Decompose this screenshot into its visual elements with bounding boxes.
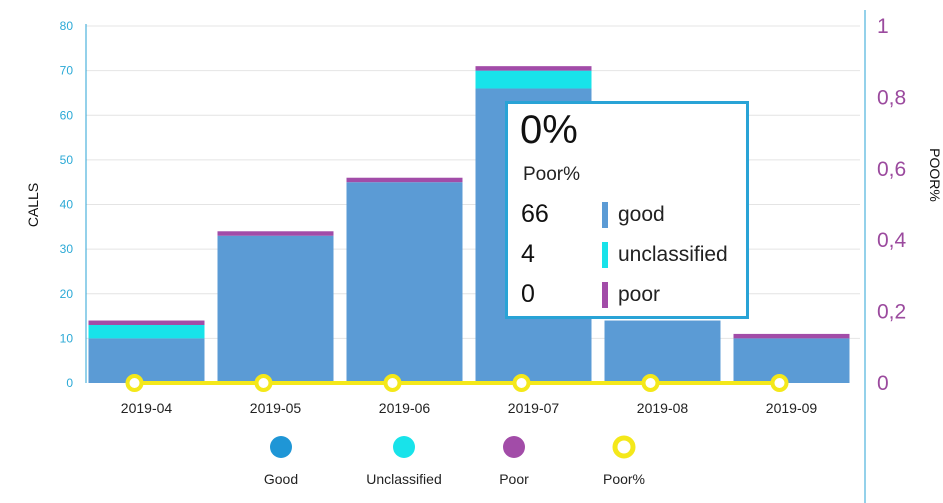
tooltip-row-num: 0 bbox=[521, 280, 535, 308]
x-tick-label: 2019-05 bbox=[250, 400, 302, 416]
tooltip-row-unclassified: 4 unclassified bbox=[521, 240, 751, 274]
legend-marker-poor bbox=[503, 436, 525, 458]
legend: Good Unclassified Poor Poor% bbox=[264, 435, 645, 487]
y2-tick-label: 1 bbox=[877, 15, 889, 38]
gridlines bbox=[86, 25, 860, 339]
bar-unclassified-2019-04 bbox=[88, 324, 205, 339]
legend-label: Poor bbox=[499, 471, 529, 487]
legend-marker-unclassified bbox=[393, 436, 415, 458]
tooltip-row-label: good bbox=[618, 203, 665, 226]
bar-good-2019-08 bbox=[604, 320, 721, 383]
tooltip-row-num: 4 bbox=[521, 240, 535, 268]
tooltip-row-label: poor bbox=[618, 283, 661, 306]
y2-axis-title: POOR% bbox=[927, 148, 943, 202]
x-axis-ticks: 2019-04 2019-05 2019-06 2019-07 2019-08 2019-… bbox=[121, 400, 818, 416]
bar-good-2019-05 bbox=[217, 235, 334, 383]
y-tick-label: 80 bbox=[60, 19, 74, 33]
tooltip-value: 0% bbox=[520, 108, 578, 152]
left-axis-ticks: 0 10 20 30 40 50 60 70 80 bbox=[60, 19, 74, 390]
tooltip-row-poor: 0 poor bbox=[521, 280, 751, 314]
bar-good-2019-04 bbox=[88, 338, 205, 383]
x-tick-label: 2019-07 bbox=[508, 400, 560, 416]
tooltip-swatch bbox=[602, 202, 608, 228]
y-tick-label: 0 bbox=[66, 376, 73, 390]
y-tick-label: 70 bbox=[60, 64, 74, 78]
poor-percent-point-2019-06 bbox=[383, 374, 402, 392]
bar-poor-2019-06 bbox=[346, 177, 463, 183]
x-tick-label: 2019-08 bbox=[637, 400, 689, 416]
bar-good-2019-06 bbox=[346, 182, 463, 383]
x-tick-label: 2019-09 bbox=[766, 400, 818, 416]
y-tick-label: 10 bbox=[60, 331, 74, 345]
tooltip-row-label: unclassified bbox=[618, 243, 728, 266]
poor-percent-point-2019-08 bbox=[641, 374, 660, 392]
poor-percent-point-2019-09 bbox=[770, 374, 789, 392]
y2-tick-label: 0,8 bbox=[877, 86, 906, 109]
poor-percent-line bbox=[125, 374, 789, 392]
right-axis-ticks: 0 0,2 0,4 0,6 0,8 1 bbox=[877, 15, 907, 395]
bar-poor-2019-09 bbox=[733, 333, 850, 339]
bar-unclassified-2019-07 bbox=[475, 70, 592, 89]
legend-marker-good bbox=[270, 436, 292, 458]
y-tick-label: 30 bbox=[60, 242, 74, 256]
legend-label: Poor% bbox=[603, 471, 645, 487]
tooltip-swatch bbox=[602, 282, 608, 308]
legend-label: Unclassified bbox=[366, 471, 441, 487]
bar-good-2019-09 bbox=[733, 338, 850, 383]
legend-marker-poor-percent bbox=[612, 435, 636, 459]
bar-poor-2019-05 bbox=[217, 231, 334, 236]
tooltip-row-good: 66 good bbox=[521, 200, 751, 234]
y2-tick-label: 0,4 bbox=[877, 229, 907, 252]
y2-tick-label: 0 bbox=[877, 372, 889, 395]
legend-label: Good bbox=[264, 471, 298, 487]
tooltip-swatch bbox=[602, 242, 608, 268]
y-axis-title: CALLS bbox=[25, 183, 41, 227]
tooltip-row-num: 66 bbox=[521, 200, 549, 228]
poor-percent-point-2019-04 bbox=[125, 374, 144, 392]
tooltip: 0% Poor% 66 good 4 unclassified 0 poor bbox=[505, 101, 749, 319]
bar-poor-2019-07 bbox=[475, 66, 592, 71]
y2-tick-label: 0,6 bbox=[877, 158, 906, 181]
x-tick-label: 2019-06 bbox=[379, 400, 431, 416]
y2-tick-label: 0,2 bbox=[877, 301, 906, 324]
x-tick-label: 2019-04 bbox=[121, 400, 173, 416]
poor-percent-point-2019-07 bbox=[512, 374, 531, 392]
y-tick-label: 40 bbox=[60, 198, 74, 212]
y-tick-label: 20 bbox=[60, 287, 74, 301]
y-tick-label: 60 bbox=[60, 108, 74, 122]
y-tick-label: 50 bbox=[60, 153, 74, 167]
poor-percent-point-2019-05 bbox=[254, 374, 273, 392]
bar-poor-2019-04 bbox=[88, 320, 205, 325]
tooltip-title: Poor% bbox=[523, 164, 581, 185]
